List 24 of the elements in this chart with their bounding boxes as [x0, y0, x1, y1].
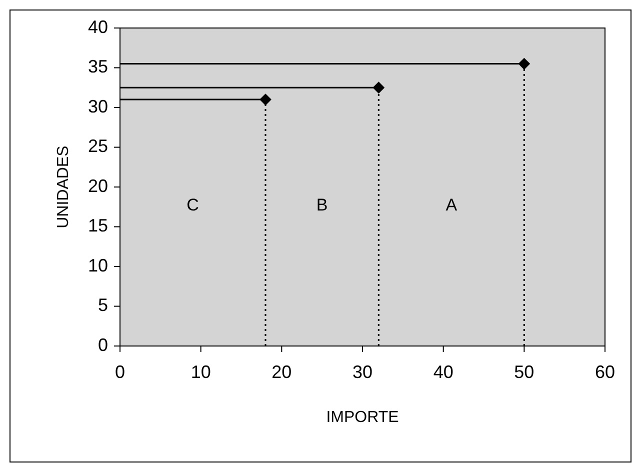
- y-tick-label: 10: [88, 255, 108, 276]
- y-tick-label: 0: [98, 334, 108, 355]
- x-tick-label: 40: [433, 362, 454, 382]
- annotation: B: [316, 196, 328, 215]
- annotation: A: [446, 196, 458, 215]
- annotation: C: [186, 196, 199, 215]
- x-axis-title: IMPORTE: [326, 409, 399, 426]
- y-tick-label: 35: [88, 56, 108, 76]
- y-tick-label: 15: [88, 216, 108, 236]
- x-tick-label: 30: [352, 362, 373, 382]
- x-tick-label: 20: [272, 362, 292, 382]
- y-tick-label: 30: [88, 96, 108, 116]
- x-tick-label: 50: [514, 362, 534, 382]
- x-tick-label: 60: [594, 362, 616, 382]
- point: [518, 58, 530, 70]
- y-tick-label: 40: [88, 16, 108, 37]
- point: [260, 94, 272, 106]
- y-axis-title: UNIDADES: [55, 146, 72, 228]
- x-tick-label: 10: [190, 362, 211, 382]
- point: [372, 82, 385, 94]
- y-tick-label: 25: [88, 136, 108, 156]
- y-tick-label: 5: [98, 295, 108, 315]
- y-tick-label: 20: [88, 176, 108, 196]
- x-tick-label: 0: [114, 362, 126, 382]
